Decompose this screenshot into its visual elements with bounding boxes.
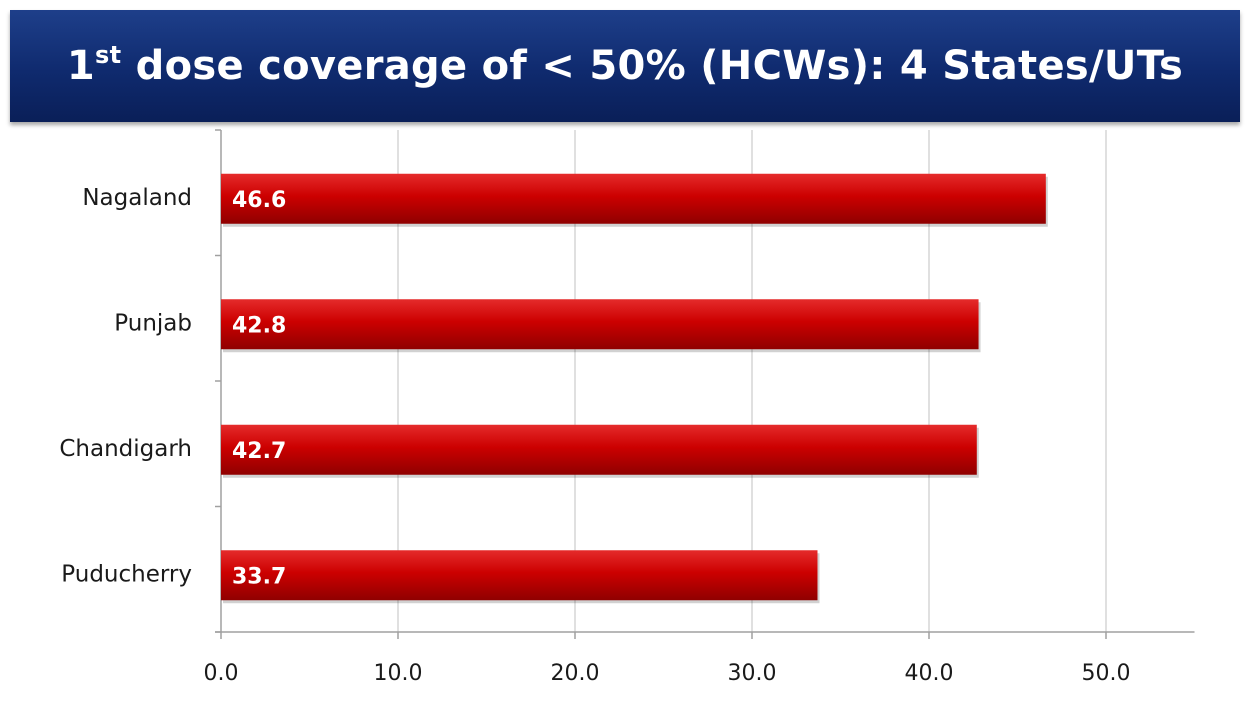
- category-label: Chandigarh: [59, 436, 192, 462]
- data-label: 46.6: [232, 188, 286, 213]
- category-label: Punjab: [114, 310, 192, 336]
- title-prefix: 1: [66, 43, 96, 89]
- bar-puducherry: [221, 550, 818, 601]
- bar-nagaland: [221, 173, 1046, 224]
- x-tick-label: 50.0: [1082, 661, 1131, 686]
- bar-chart: 0.0 10.0 20.0 30.0 40.0 50.0 46.6 Nagaland 42.8 P…: [59, 129, 1195, 686]
- chart-title: 1st dose coverage of < 50% (HCWs): 4 Sta…: [67, 43, 1183, 89]
- data-label: 42.7: [232, 439, 286, 464]
- x-tick-label: 30.0: [728, 661, 777, 686]
- bar-chandigarh: [221, 424, 977, 475]
- title-superscript: st: [95, 41, 122, 69]
- x-tick-label: 20.0: [551, 661, 600, 686]
- category-label: Nagaland: [82, 185, 192, 211]
- category-label: Puducherry: [61, 561, 192, 587]
- x-tick-label: 10.0: [374, 661, 423, 686]
- x-tick-label: 40.0: [905, 661, 954, 686]
- title-banner: 1st dose coverage of < 50% (HCWs): 4 Sta…: [10, 10, 1240, 122]
- bar-punjab: [221, 299, 979, 350]
- x-tick-label: 0.0: [204, 661, 239, 686]
- data-label: 33.7: [232, 564, 286, 589]
- data-label: 42.8: [232, 313, 286, 338]
- title-rest: dose coverage of < 50% (HCWs): 4 States/…: [121, 43, 1184, 89]
